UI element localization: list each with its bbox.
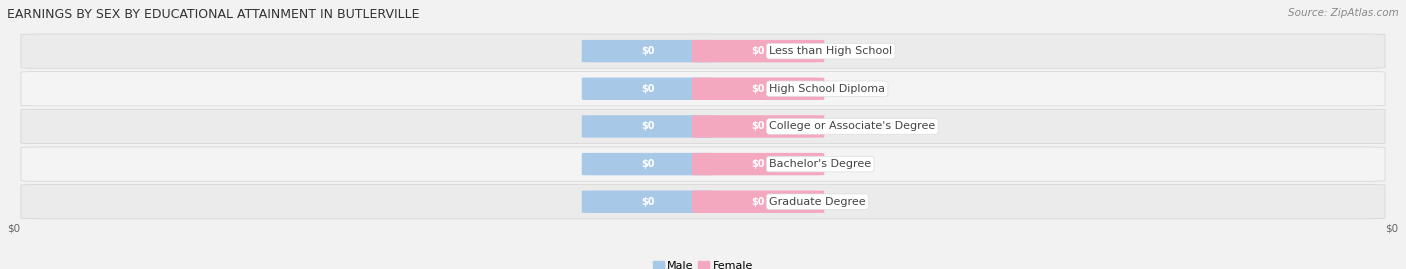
FancyBboxPatch shape [582,40,714,62]
Text: $0: $0 [751,46,765,56]
FancyBboxPatch shape [21,34,1385,68]
Legend: Male, Female: Male, Female [648,256,758,269]
Text: Less than High School: Less than High School [769,46,893,56]
Text: $0: $0 [641,197,655,207]
Text: $0: $0 [641,46,655,56]
Text: EARNINGS BY SEX BY EDUCATIONAL ATTAINMENT IN BUTLERVILLE: EARNINGS BY SEX BY EDUCATIONAL ATTAINMEN… [7,8,419,21]
FancyBboxPatch shape [692,115,824,138]
FancyBboxPatch shape [582,153,714,175]
Text: Source: ZipAtlas.com: Source: ZipAtlas.com [1288,8,1399,18]
FancyBboxPatch shape [692,40,824,62]
FancyBboxPatch shape [692,77,824,100]
FancyBboxPatch shape [692,190,824,213]
Text: High School Diploma: High School Diploma [769,84,886,94]
FancyBboxPatch shape [21,185,1385,219]
Text: Graduate Degree: Graduate Degree [769,197,866,207]
Text: $0: $0 [751,197,765,207]
FancyBboxPatch shape [21,72,1385,106]
FancyBboxPatch shape [582,190,714,213]
Text: $0: $0 [641,84,655,94]
Text: $0: $0 [751,121,765,132]
Text: $0: $0 [641,121,655,132]
FancyBboxPatch shape [21,109,1385,144]
FancyBboxPatch shape [582,115,714,138]
Text: $0: $0 [751,84,765,94]
FancyBboxPatch shape [582,77,714,100]
Text: $0: $0 [641,159,655,169]
Text: College or Associate's Degree: College or Associate's Degree [769,121,935,132]
FancyBboxPatch shape [21,147,1385,181]
Text: $0: $0 [751,159,765,169]
Text: Bachelor's Degree: Bachelor's Degree [769,159,872,169]
FancyBboxPatch shape [692,153,824,175]
